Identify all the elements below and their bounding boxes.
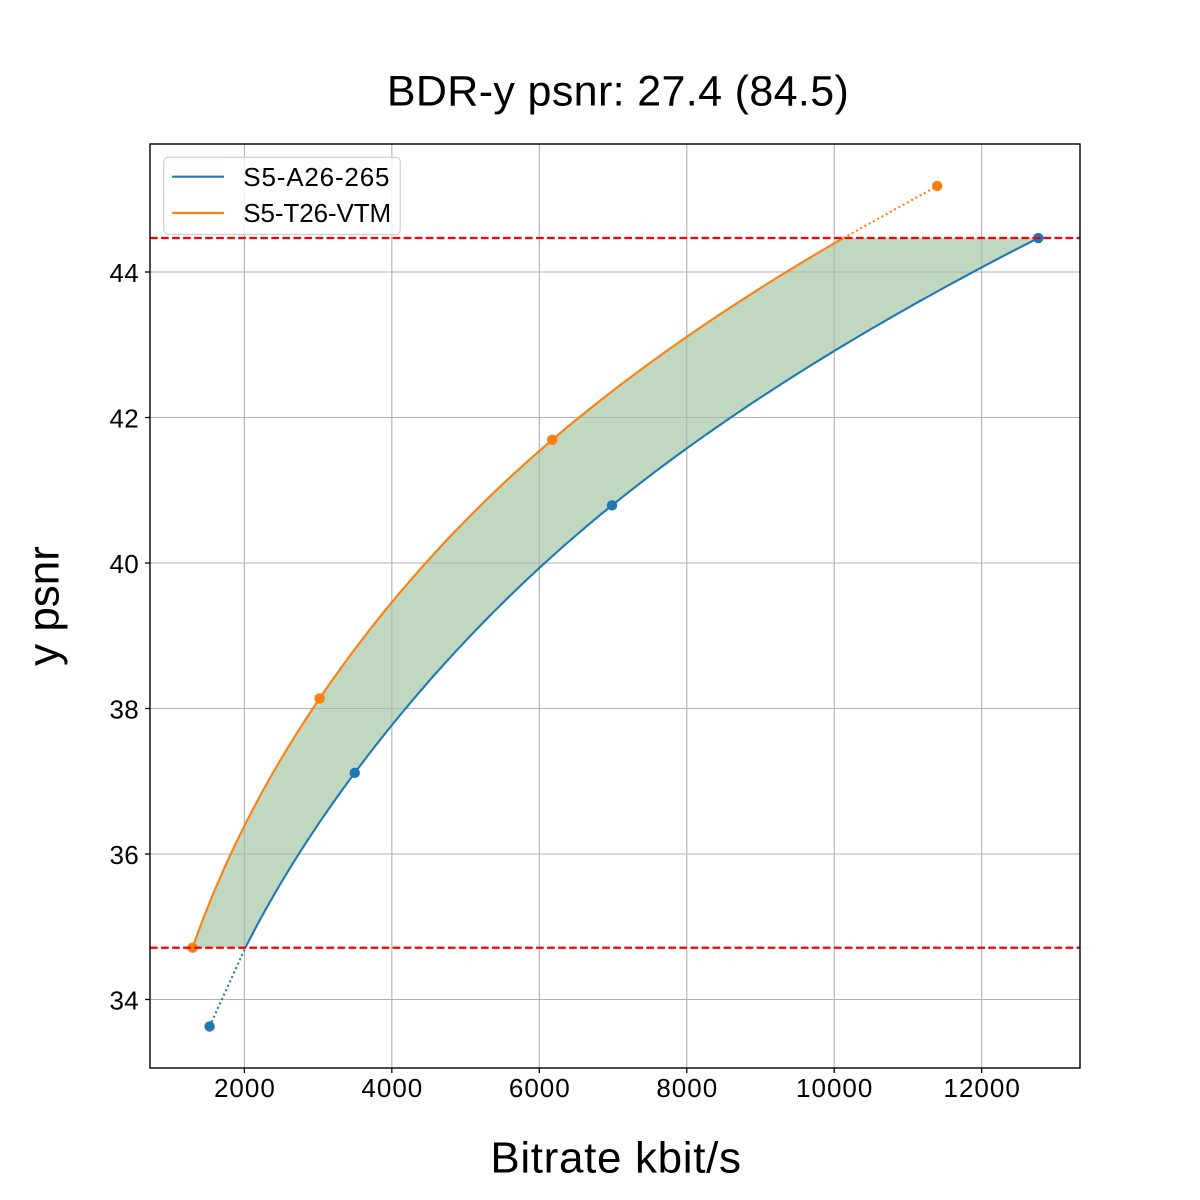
- svg-text:Bitrate kbit/s: Bitrate kbit/s: [490, 1133, 741, 1182]
- svg-text:42: 42: [109, 403, 139, 433]
- svg-text:10000: 10000: [796, 1073, 873, 1103]
- svg-text:34: 34: [109, 985, 139, 1015]
- svg-text:BDR-y psnr: 27.4 (84.5): BDR-y psnr: 27.4 (84.5): [387, 68, 849, 116]
- svg-text:S5-T26-VTM: S5-T26-VTM: [243, 198, 391, 228]
- svg-text:S5-A26-265: S5-A26-265: [243, 162, 390, 192]
- svg-text:8000: 8000: [656, 1073, 718, 1103]
- svg-text:4000: 4000: [361, 1073, 423, 1103]
- svg-text:38: 38: [109, 694, 139, 724]
- svg-text:36: 36: [109, 840, 139, 870]
- svg-text:40: 40: [109, 549, 139, 579]
- svg-text:12000: 12000: [943, 1073, 1020, 1103]
- svg-text:6000: 6000: [509, 1073, 571, 1103]
- svg-text:44: 44: [109, 258, 139, 288]
- svg-text:y psnr: y psnr: [20, 546, 69, 666]
- svg-text:2000: 2000: [214, 1073, 276, 1103]
